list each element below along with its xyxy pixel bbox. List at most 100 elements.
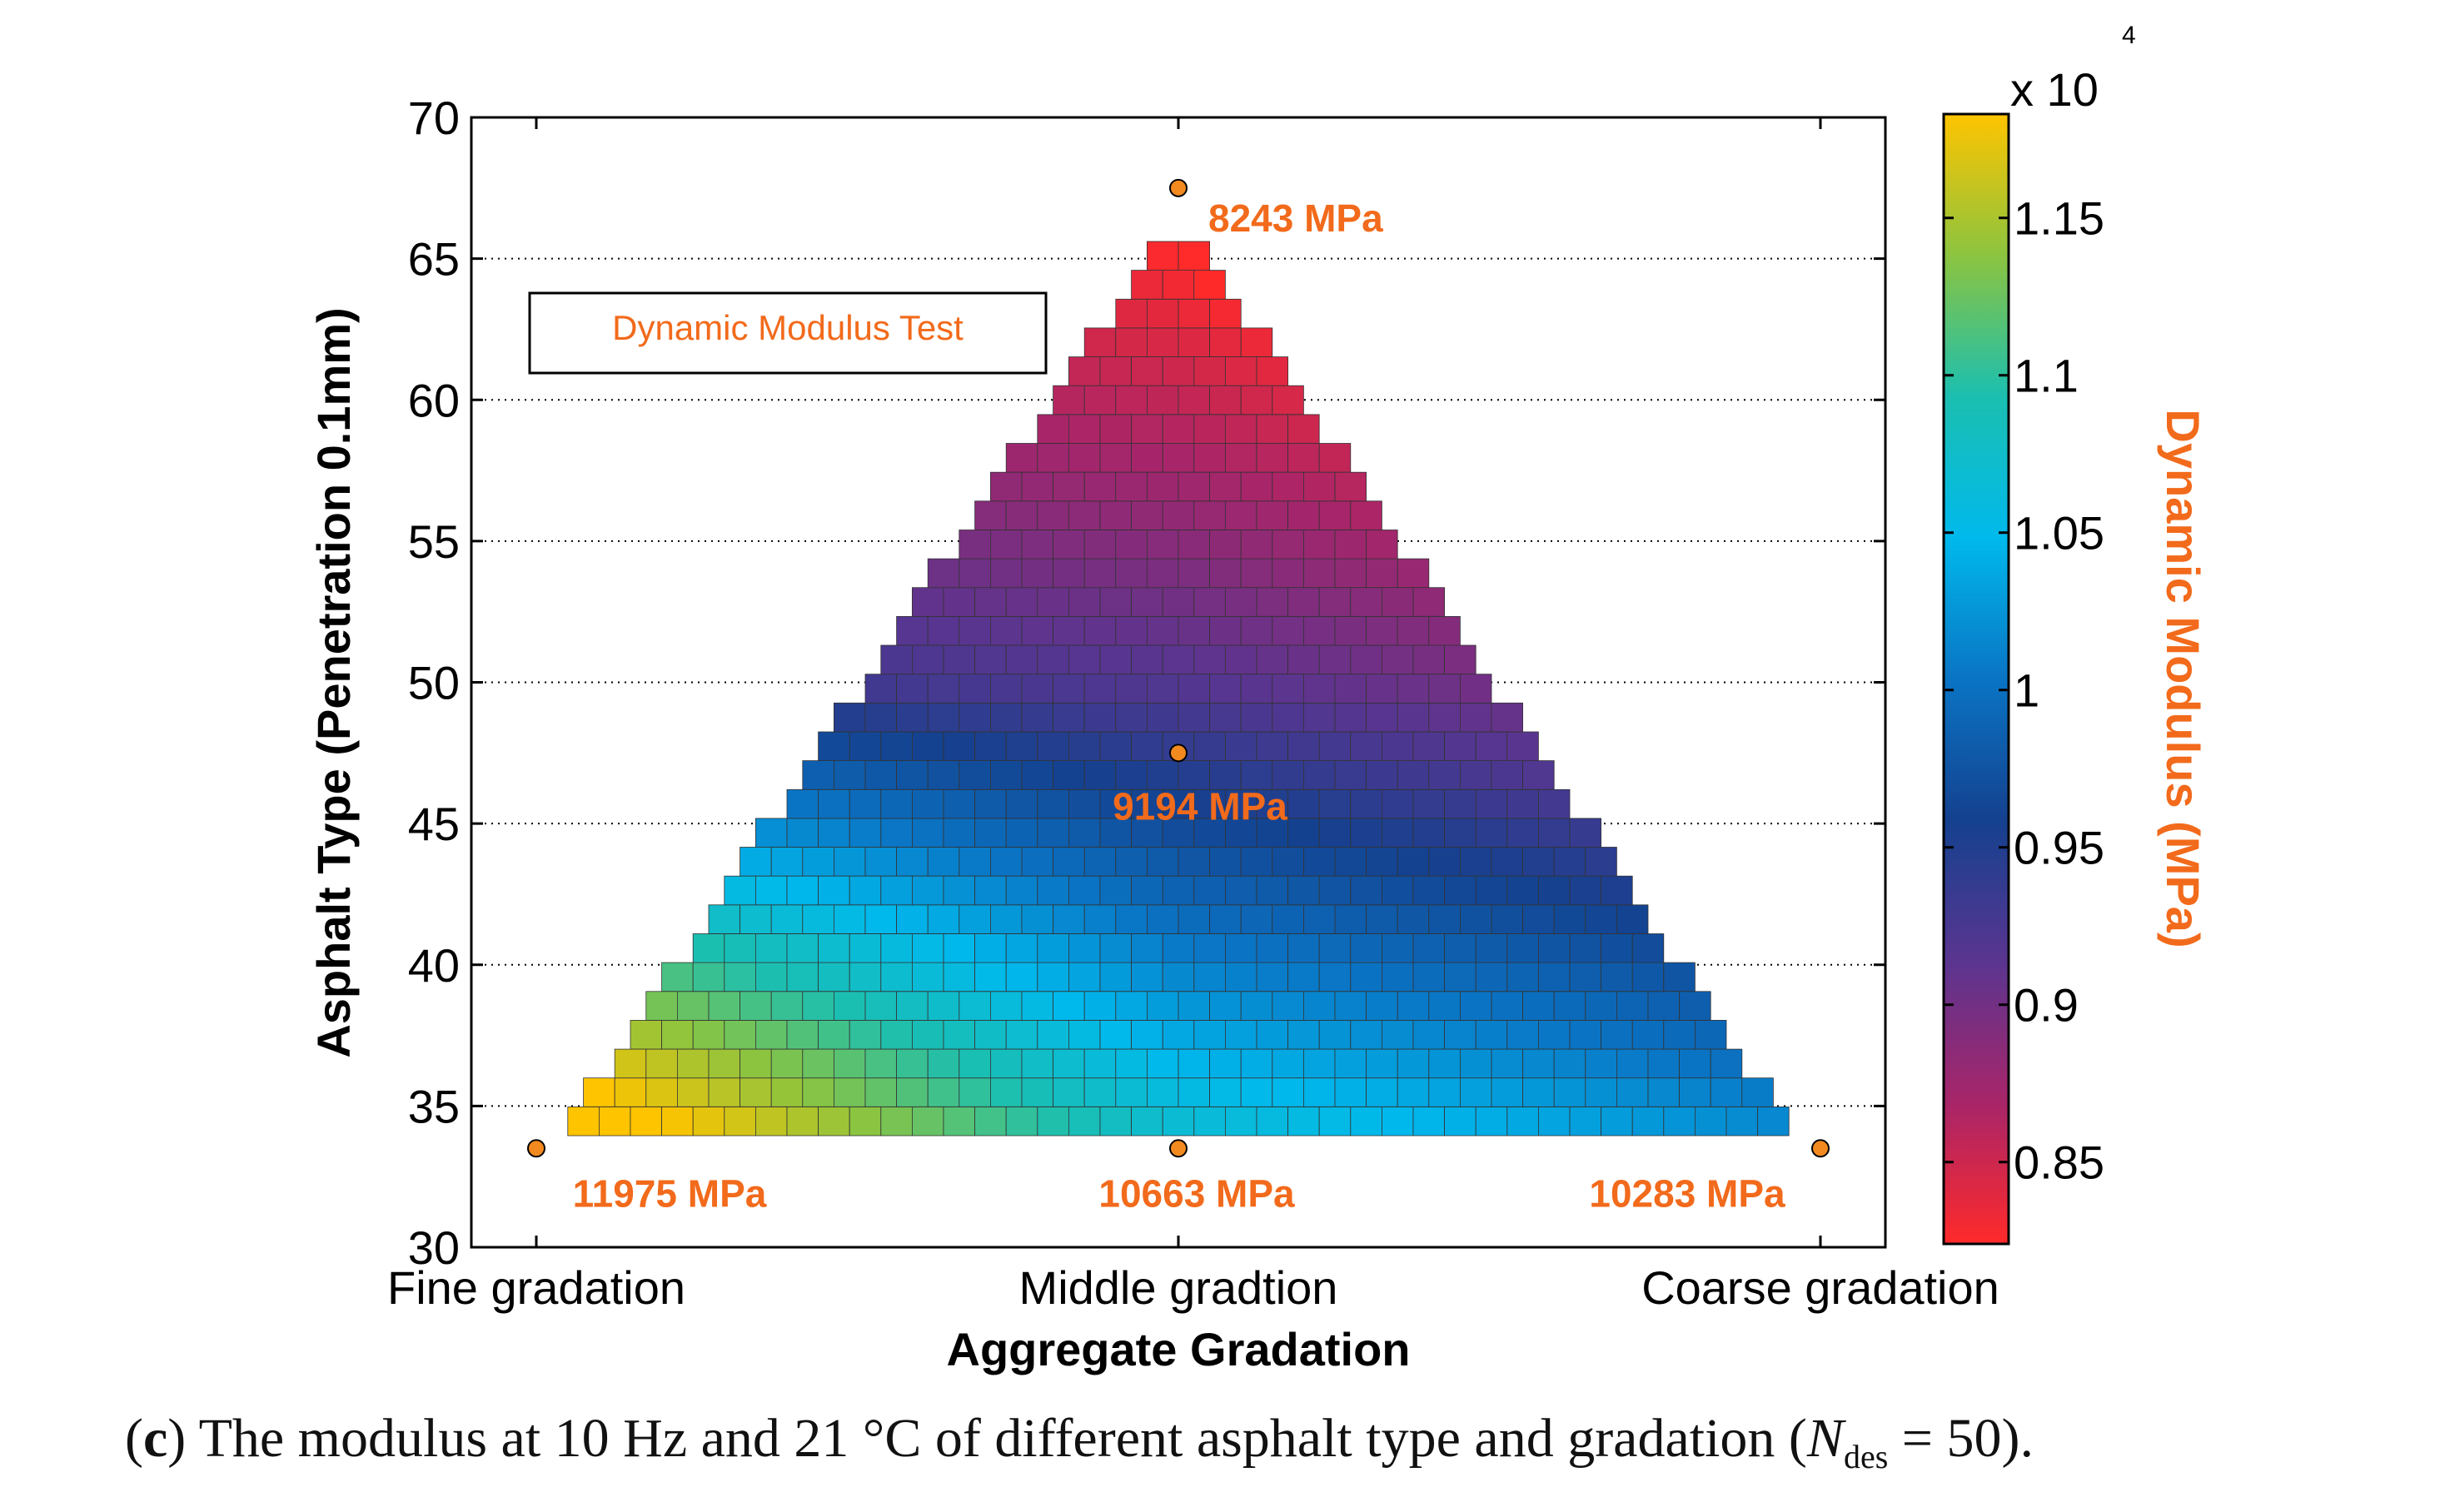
heatmap-cell xyxy=(880,731,913,761)
heatmap-cell xyxy=(1272,674,1304,704)
heatmap-cell xyxy=(739,847,772,877)
heatmap-cell xyxy=(1553,1048,1586,1079)
heatmap-cell xyxy=(1334,558,1367,589)
heatmap-cell xyxy=(1147,530,1179,560)
heatmap-cell xyxy=(1663,1107,1696,1136)
heatmap-cell xyxy=(1068,1020,1101,1050)
heatmap-cell xyxy=(1397,702,1430,733)
heatmap-cell xyxy=(1710,1077,1743,1107)
heatmap-cell xyxy=(1021,847,1053,877)
heatmap-cell xyxy=(1037,962,1069,992)
heatmap-cell xyxy=(786,1107,819,1136)
heatmap-cell xyxy=(1616,904,1649,934)
heatmap-cell xyxy=(1083,385,1117,415)
heatmap-cell xyxy=(1522,904,1555,934)
heatmap-cell xyxy=(1272,847,1304,877)
heatmap-cell xyxy=(990,1077,1023,1107)
heatmap-cell xyxy=(1053,991,1085,1021)
heatmap-cell xyxy=(1256,414,1288,444)
heatmap-cell xyxy=(1256,500,1288,530)
heatmap-cell xyxy=(974,962,1007,992)
heatmap-cell xyxy=(1115,616,1148,646)
heatmap-cell xyxy=(1538,962,1571,992)
heatmap-cell xyxy=(1334,616,1367,646)
chart: 30 35 40 45 50 55 60 65 70 Fine gradation Middle … xyxy=(307,22,2209,1375)
heatmap-cell xyxy=(1287,875,1320,906)
heatmap-cell xyxy=(770,1077,804,1107)
heatmap-cell xyxy=(1272,385,1304,415)
heatmap-cell xyxy=(1099,788,1132,819)
heatmap-cell xyxy=(1741,1077,1774,1107)
heatmap-cell xyxy=(630,1020,662,1050)
heatmap-cell xyxy=(786,1020,819,1050)
heatmap-cell xyxy=(1616,1077,1649,1107)
heatmap-cell xyxy=(1287,788,1320,819)
heatmap-cell xyxy=(1553,904,1586,934)
heatmap-cell xyxy=(708,991,740,1021)
heatmap-cell xyxy=(834,1077,866,1107)
data-label: 10283 MPa xyxy=(1589,1171,1785,1215)
heatmap-cell xyxy=(1225,731,1257,761)
heatmap-cell xyxy=(864,991,897,1021)
heatmap-cell xyxy=(1444,644,1476,674)
heatmap-cell xyxy=(1350,644,1382,674)
heatmap-cell xyxy=(677,1077,710,1107)
heatmap-cell xyxy=(1382,788,1414,819)
heatmap-cell xyxy=(1068,500,1101,530)
heatmap-cell xyxy=(1318,1020,1352,1050)
heatmap-cell xyxy=(802,904,834,934)
heatmap-cell xyxy=(1037,644,1069,674)
heatmap-cell xyxy=(1178,327,1210,357)
heatmap-cell xyxy=(1506,818,1539,848)
heatmap-cell xyxy=(645,1077,678,1107)
heatmap-cell xyxy=(1131,270,1163,300)
heatmap-cell xyxy=(1272,1077,1304,1107)
heatmap-cell xyxy=(1303,471,1336,502)
heatmap-cell xyxy=(1178,991,1210,1021)
heatmap-cell xyxy=(959,616,991,646)
heatmap-cell xyxy=(1397,616,1430,646)
heatmap-cell xyxy=(1256,644,1288,674)
heatmap-cell xyxy=(755,962,788,992)
heatmap-cell xyxy=(818,1107,850,1136)
heatmap-cell xyxy=(1225,1020,1257,1050)
heatmap-cell xyxy=(1318,933,1352,963)
heatmap-cell xyxy=(912,587,944,617)
heatmap-cell xyxy=(943,818,975,848)
heatmap-cell xyxy=(1240,991,1273,1021)
colorbar-tick-label: 0.85 xyxy=(2014,1136,2104,1189)
heatmap-cell xyxy=(1083,702,1117,733)
heatmap-cell xyxy=(1350,962,1382,992)
heatmap-cell xyxy=(1460,847,1492,877)
heatmap-cell xyxy=(1585,991,1617,1021)
heatmap-cell xyxy=(1131,875,1163,906)
heatmap-cell xyxy=(1569,875,1601,906)
heatmap-cell xyxy=(1115,904,1148,934)
heatmap-triangle xyxy=(567,241,1790,1136)
heatmap-cell xyxy=(1099,1107,1132,1136)
heatmap-cell xyxy=(959,847,991,877)
heatmap-cell xyxy=(927,991,960,1021)
heatmap-cell xyxy=(802,991,834,1021)
heatmap-cell xyxy=(724,875,756,906)
heatmap-cell xyxy=(1647,991,1680,1021)
heatmap-cell xyxy=(1506,962,1539,992)
heatmap-cell xyxy=(1725,1107,1758,1136)
heatmap-cell xyxy=(1225,1107,1257,1136)
heatmap-cell xyxy=(1037,788,1069,819)
heatmap-cell xyxy=(959,702,991,733)
heatmap-cell xyxy=(1303,991,1336,1021)
heatmap-cell xyxy=(880,875,913,906)
heatmap-cell xyxy=(1178,471,1210,502)
heatmap-cell xyxy=(1021,616,1053,646)
heatmap-cell xyxy=(864,1077,897,1107)
heatmap-cell xyxy=(959,760,991,790)
heatmap-cell xyxy=(1601,933,1633,963)
heatmap-cell xyxy=(1162,875,1195,906)
heatmap-cell xyxy=(943,933,975,963)
x-axis-title: Aggregate Gradation xyxy=(947,1323,1411,1375)
heatmap-cell xyxy=(912,644,944,674)
heatmap-cell xyxy=(818,962,850,992)
heatmap-cell xyxy=(990,674,1023,704)
heatmap-cell xyxy=(1005,818,1038,848)
